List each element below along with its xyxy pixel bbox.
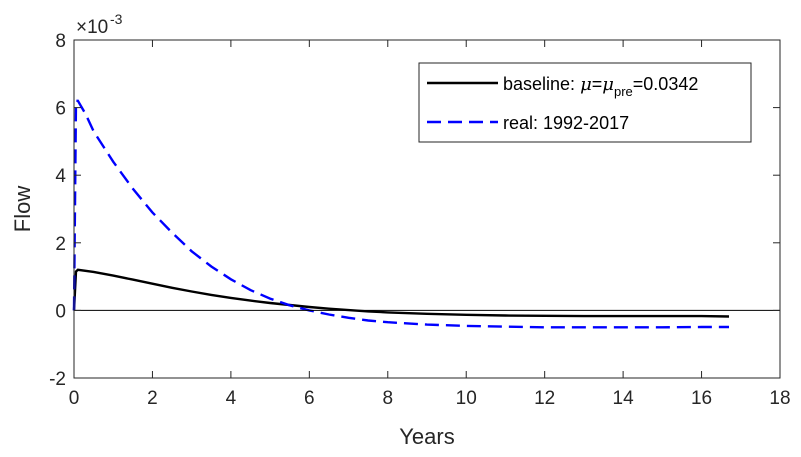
legend-label-real: real: 1992-2017	[503, 113, 629, 133]
y-exponent-base: ×10	[76, 17, 108, 38]
legend-equals: =	[592, 74, 603, 94]
legend-mu-symbol: μ	[580, 74, 592, 95]
y-tick-label: 6	[55, 99, 66, 120]
x-tick-label: 2	[147, 388, 158, 409]
series-line-real	[72, 99, 729, 329]
x-tick-label: 16	[691, 388, 712, 409]
y-tick-label: -2	[49, 369, 66, 390]
y-tick-label: 8	[55, 31, 66, 52]
y-axis-title: Flow	[10, 186, 35, 233]
x-axis-title: Years	[399, 424, 454, 449]
x-tick-label: 12	[534, 388, 555, 409]
legend-label-baseline: baseline: μ=μpre=0.0342	[503, 74, 698, 99]
y-exponent-power: -3	[110, 11, 123, 27]
x-tick-label: 14	[613, 388, 635, 409]
series-layer	[72, 99, 730, 329]
x-axis: 0 2 4 6 8 10 12 14 16 18	[69, 40, 791, 409]
x-tick-label: 4	[226, 388, 237, 409]
legend-box	[418, 62, 752, 143]
plot-frame	[73, 39, 781, 379]
x-tick-label: 6	[304, 388, 315, 409]
legend-baseline-prefix: baseline:	[503, 74, 580, 94]
x-tick-label: 18	[769, 388, 790, 409]
legend: baseline: μ=μpre=0.0342 real: 1992-2017	[418, 62, 752, 143]
y-tick-label: 4	[55, 166, 66, 187]
legend-subscript: pre	[614, 84, 633, 99]
x-tick-label: 8	[382, 388, 393, 409]
x-tick-label: 10	[456, 388, 477, 409]
y-tick-label: 0	[55, 301, 66, 322]
y-axis: -2 0 2 4 6 8	[49, 31, 780, 390]
legend-value: =0.0342	[633, 74, 699, 94]
y-tick-label: 2	[55, 234, 66, 255]
legend-mu-symbol-2: μ	[602, 74, 614, 95]
x-tick-label: 0	[69, 388, 80, 409]
series-line-baseline	[72, 268, 730, 318]
